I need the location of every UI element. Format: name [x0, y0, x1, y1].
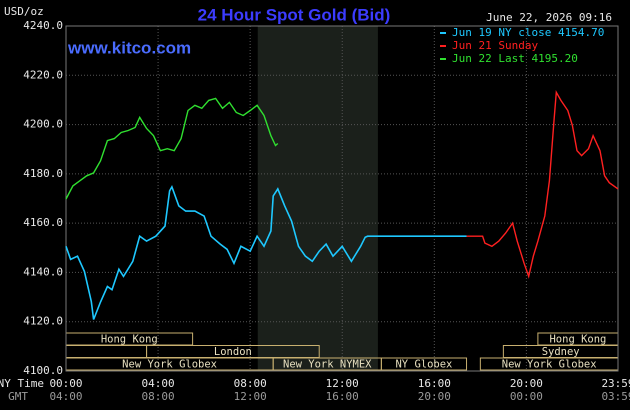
- site-label: www.kitco.com: [67, 38, 191, 57]
- session-label: New York Globex: [502, 359, 597, 371]
- series-line: [65, 97, 279, 200]
- legend-label: Jun 21 Sunday: [452, 39, 538, 52]
- y-axis-label: USD/oz: [4, 5, 44, 18]
- x2-axis-label: GMT: [8, 390, 28, 403]
- y-tick-label: 4120.0: [23, 315, 63, 328]
- x2-tick-label: 12:00: [234, 390, 267, 403]
- session-label: New York Globex: [122, 359, 217, 371]
- x-tick-label: 12:00: [326, 377, 359, 390]
- session-label: Hong Kong: [101, 334, 158, 346]
- x-tick-label: 08:00: [234, 377, 267, 390]
- x2-tick-label: 00:00: [510, 390, 543, 403]
- session-label: London: [214, 346, 252, 358]
- x2-tick-label: 04:00: [49, 390, 82, 403]
- shaded-range: [257, 26, 378, 371]
- x2-tick-label: 03:59: [601, 390, 630, 403]
- chart-title: 24 Hour Spot Gold (Bid): [198, 5, 391, 24]
- legend-label: Jun 19 NY close 4154.70: [452, 26, 604, 39]
- y-tick-label: 4140.0: [23, 265, 63, 278]
- session-box: [65, 345, 148, 358]
- y-tick-label: 4220.0: [23, 68, 63, 81]
- x-tick-label: 20:00: [510, 377, 543, 390]
- y-tick-label: 4180.0: [23, 167, 63, 180]
- y-tick-label: 4100.0: [23, 364, 63, 377]
- timestamp: June 22, 2026 09:16: [486, 11, 612, 24]
- y-tick-label: 4200.0: [23, 118, 63, 131]
- session-label: New York NYMEX: [283, 359, 372, 371]
- legend-label: Jun 22 Last 4195.20: [452, 52, 578, 65]
- session-label: Sydney: [542, 346, 580, 358]
- y-tick-label: 4160.0: [23, 216, 63, 229]
- session-label: NY Globex: [395, 359, 452, 371]
- x2-tick-label: 20:00: [418, 390, 451, 403]
- x-axis-label: NY Time: [0, 377, 44, 390]
- y-tick-label: 4240.0: [23, 19, 63, 32]
- x-tick-label: 23:59: [601, 377, 630, 390]
- x-tick-label: 16:00: [418, 377, 451, 390]
- x2-tick-label: 08:00: [142, 390, 175, 403]
- series-line: [65, 185, 467, 320]
- x-tick-label: 00:00: [49, 377, 82, 390]
- x-tick-label: 04:00: [142, 377, 175, 390]
- series-line: [466, 89, 619, 279]
- session-box: [380, 357, 468, 371]
- session-label: Hong Kong: [549, 334, 606, 346]
- x2-tick-label: 16:00: [326, 390, 359, 403]
